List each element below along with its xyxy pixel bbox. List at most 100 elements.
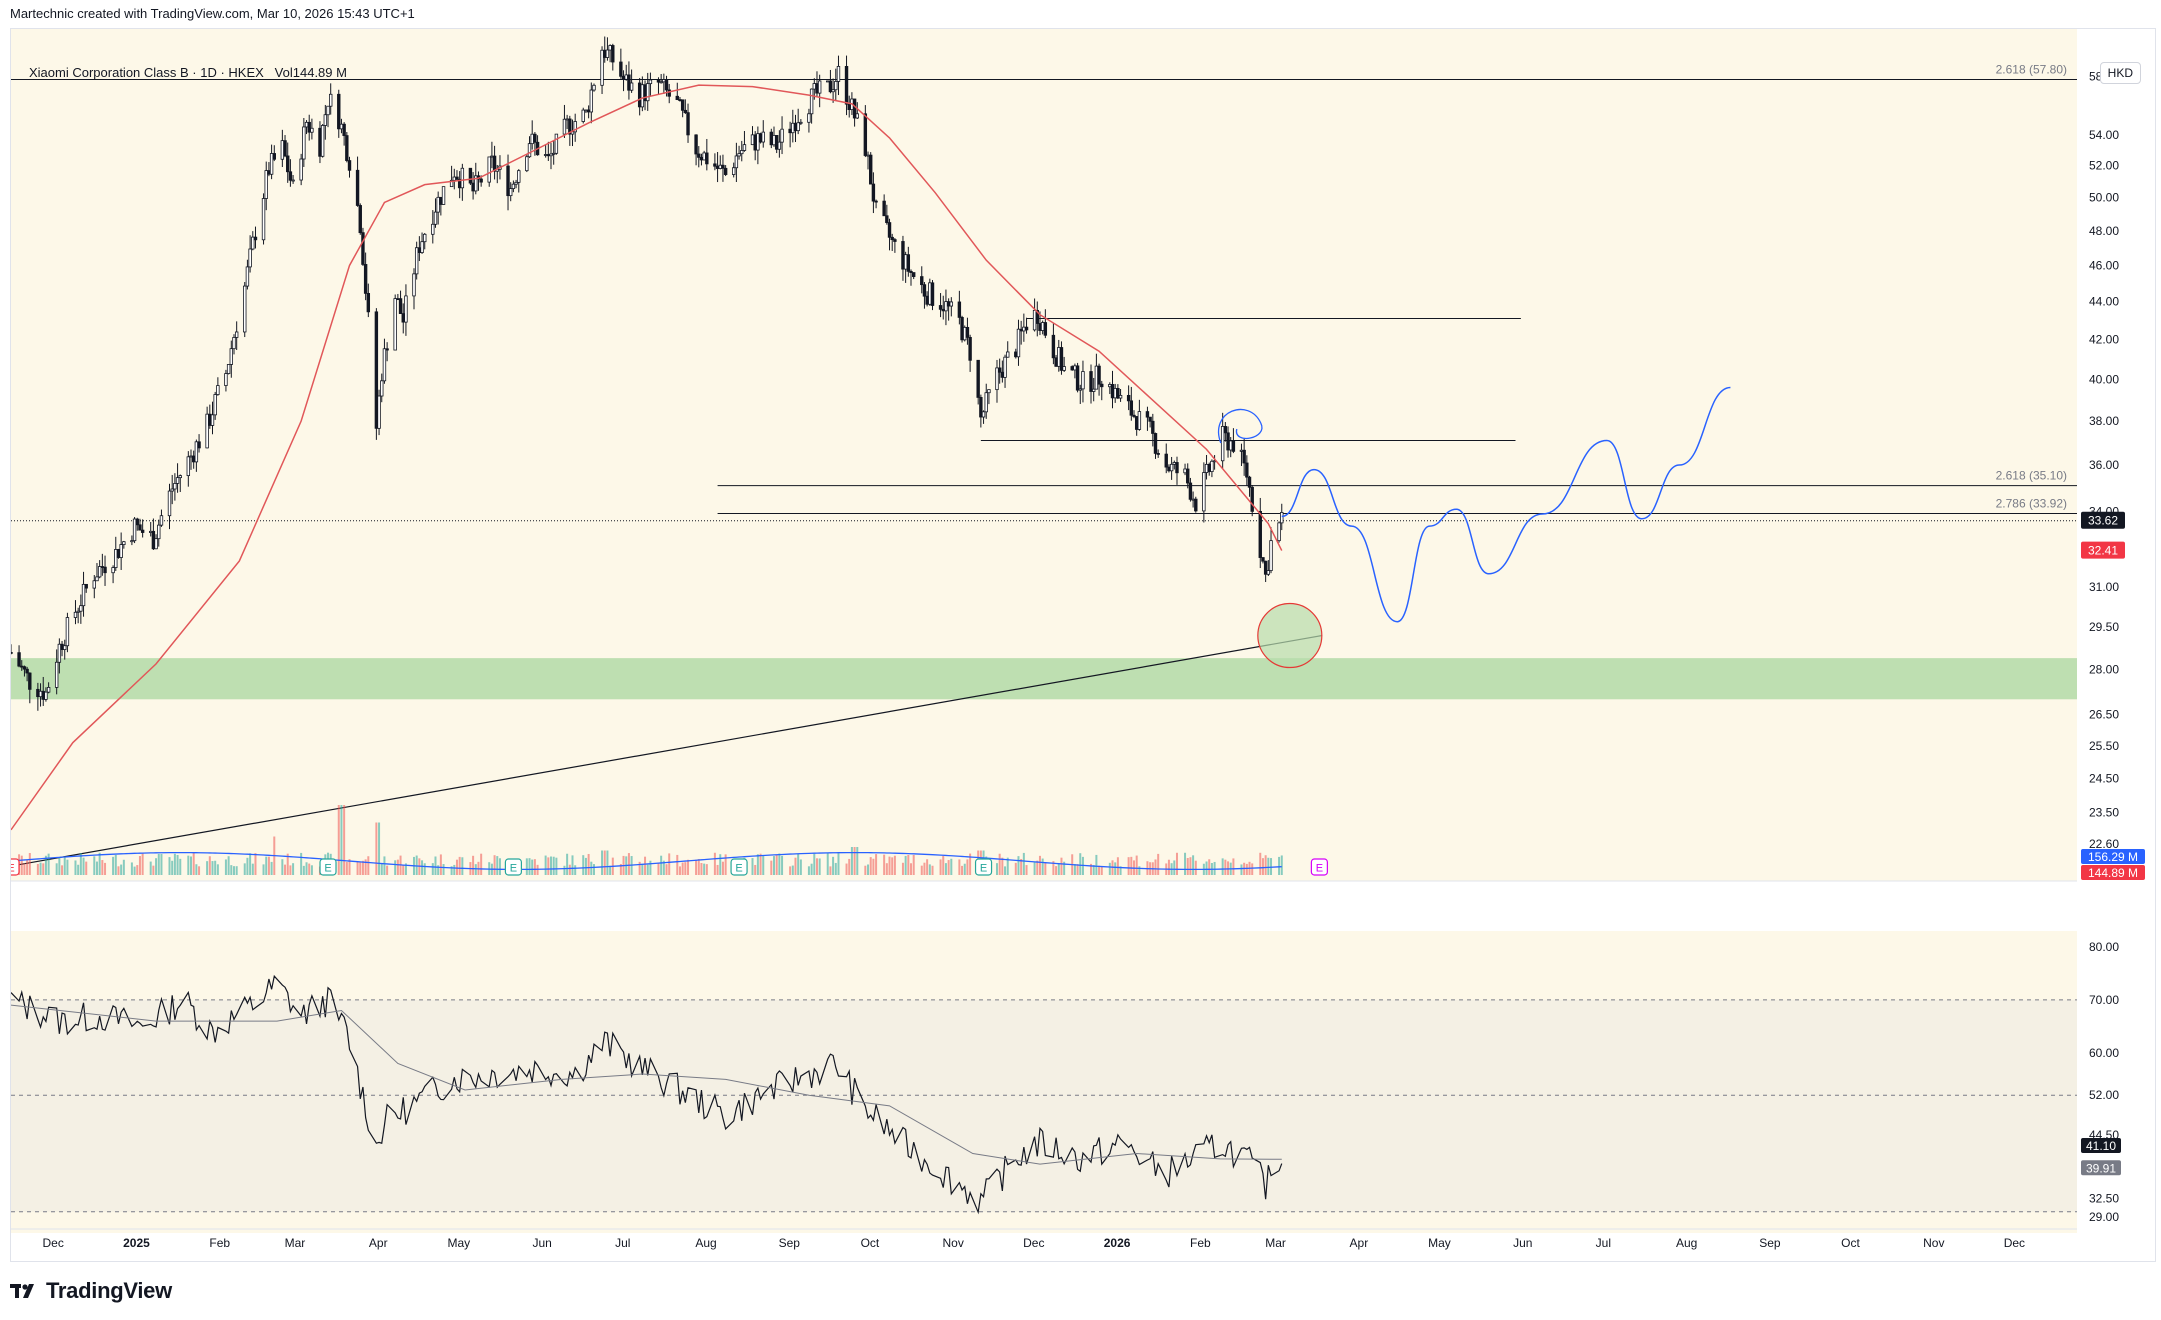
candle-body — [812, 83, 816, 90]
candle-body — [449, 179, 454, 188]
price-pane-background — [11, 29, 2077, 881]
volume-bar — [1090, 863, 1093, 875]
volume-bar — [375, 822, 378, 875]
candle-body — [347, 160, 352, 171]
volume-bar — [883, 854, 886, 875]
time-axis-tick: Jul — [615, 1236, 630, 1250]
candle-body — [984, 392, 988, 413]
volume-bar — [361, 860, 364, 875]
candle-body — [1226, 432, 1230, 451]
candle-body — [930, 282, 935, 306]
volume-bar — [582, 855, 585, 875]
volume-bar — [676, 854, 679, 875]
volume-bar — [789, 866, 792, 875]
candle-body — [320, 125, 325, 157]
volume-bar — [179, 858, 182, 875]
candle-body — [997, 367, 1002, 373]
volume-bar — [662, 860, 665, 875]
volume-bar — [136, 865, 139, 875]
volume-bar — [705, 864, 708, 875]
volume-bar — [901, 862, 904, 875]
candle-body — [799, 121, 803, 124]
candle-body — [170, 488, 174, 492]
candle-body — [826, 80, 830, 83]
volume-bar — [28, 853, 31, 875]
volume-bar — [1278, 856, 1281, 875]
candle-body — [1167, 466, 1171, 472]
candle-body — [65, 617, 70, 647]
candle-body — [946, 301, 951, 307]
volume-bar — [721, 861, 724, 875]
candle-body — [100, 566, 105, 568]
candle-body — [565, 118, 569, 121]
candle-body — [417, 247, 422, 253]
volume-bar — [697, 858, 700, 875]
candle-body — [1116, 388, 1120, 399]
volume-bar — [155, 858, 158, 875]
volume-bar — [442, 864, 445, 875]
candle-body — [479, 178, 483, 183]
candle-body — [965, 326, 970, 338]
candle-body — [957, 301, 962, 318]
chart-panel[interactable]: 2.618 (57.80) 2.618 (35.10) 2.786 (33.92) … — [10, 28, 2156, 1262]
volume-bar — [754, 864, 757, 875]
candle-body — [887, 222, 892, 238]
candle-body — [1172, 462, 1177, 465]
volume-bar — [455, 859, 458, 875]
volume-bar — [1205, 861, 1208, 875]
candle-body — [968, 336, 972, 361]
candle-body — [627, 74, 631, 91]
candle-body — [1043, 322, 1048, 336]
volume-bar — [687, 859, 690, 875]
candle-body — [809, 88, 814, 115]
candle-body — [1129, 400, 1134, 416]
candle-body — [323, 114, 328, 126]
chart-credit: Martechnic created with TradingView.com,… — [10, 6, 415, 21]
candle-body — [28, 672, 32, 690]
currency-button[interactable]: HKD — [2099, 62, 2141, 84]
price-axis-tick: 44.00 — [2089, 295, 2119, 309]
volume-bar — [1227, 861, 1230, 875]
volume-bar — [265, 856, 268, 875]
volume-bar — [36, 863, 39, 875]
price-axis-tick: 29.50 — [2089, 620, 2119, 634]
candle-body — [1132, 414, 1136, 417]
candle-body — [135, 518, 139, 526]
candle-body — [941, 308, 945, 312]
axis-layer: 58.0054.0052.0050.0048.0046.0044.0042.00… — [11, 70, 2145, 1250]
volume-bar — [254, 853, 257, 875]
time-axis-tick: Dec — [2004, 1236, 2025, 1250]
volume-bar — [230, 865, 233, 875]
volume-bar — [867, 864, 870, 875]
candle-body — [471, 182, 475, 192]
candle-body — [487, 156, 491, 183]
candle-body — [1266, 570, 1271, 575]
time-axis-tick: Nov — [943, 1236, 964, 1250]
volume-bar — [1245, 863, 1248, 875]
price-axis-tick: 38.00 — [2089, 414, 2119, 428]
candle-body — [154, 538, 158, 550]
volume-badge-value: 156.29 M — [2088, 850, 2138, 864]
candle-body — [847, 103, 851, 111]
volume-bar — [603, 850, 606, 875]
candle-body — [506, 165, 510, 197]
candle-body — [780, 128, 784, 143]
earnings-marker: E — [319, 858, 337, 876]
volume-bar — [345, 862, 348, 875]
volume-bar — [310, 865, 313, 875]
candle-body — [1247, 476, 1252, 488]
volume-bar — [724, 854, 727, 875]
candle-body — [216, 385, 220, 395]
volume-bar — [270, 861, 273, 875]
candle-body — [546, 154, 551, 157]
candle-body — [363, 264, 368, 294]
volume-bar — [394, 860, 397, 875]
volume-badge: 144.89 M — [2081, 865, 2145, 880]
candle-body — [586, 109, 591, 113]
volume-bar — [20, 855, 23, 875]
chart-canvas[interactable]: 2.618 (57.80)2.618 (35.10)2.786 (33.92) … — [11, 29, 2155, 1261]
candle-body — [713, 163, 717, 167]
volume-bar — [966, 859, 969, 875]
candle-body — [605, 49, 610, 58]
volume-bar — [641, 864, 644, 875]
